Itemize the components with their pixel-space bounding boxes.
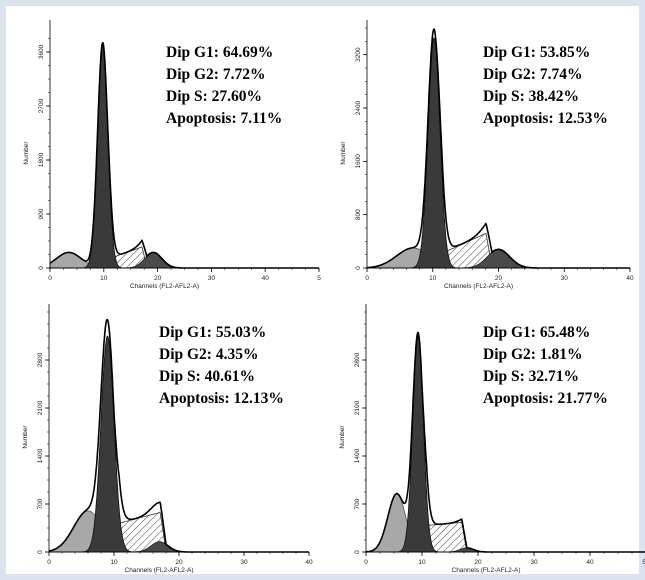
histogram-panel-2: 0 10 20 30 40 0 800 1600 2400 3200 Channels (FL2-A… [323,6,639,290]
y-axis-title: Number [340,141,347,165]
x-tick-label: 20 [154,275,162,282]
x-tick-label: 10 [100,275,108,282]
y-tick-label: 0 [355,266,362,270]
x-tick-label: 0 [365,275,369,282]
y-tick-label: 700 [354,498,361,509]
stat-s: Dip S: 38.42% [483,88,580,105]
stat-g2: Dip G2: 7.74% [483,66,583,83]
x-tick-label: 10 [429,275,437,282]
x-tick-label: 20 [175,559,183,566]
stats-box: Dip G1: 64.69% Dip G2: 7.72% Dip S: 27.6… [166,42,282,130]
figure: 0 10 20 30 40 5 0 900 1800 2700 3600 Channels (FL2-… [6,6,645,574]
x-axis-title: Channels (FL2-AFL2-A) [125,567,194,574]
stat-apoptosis: Apoptosis: 12.53% [483,110,608,127]
y-tick-label: 700 [37,498,44,509]
stats-box: Dip G1: 55.03% Dip G2: 4.35% Dip S: 40.6… [159,322,284,410]
stat-g1: Dip G1: 65.48% [483,324,591,341]
y-tick-label: 900 [38,208,45,219]
y-tick-label: 2800 [354,352,361,367]
histogram-plot-4: 0 10 20 30 40 50 0 700 1400 2100 2800 Channels (FL2… [339,304,645,574]
y-tick-label: 1800 [38,152,45,167]
x-tick-label: 40 [626,275,634,282]
x-tick-label: 10 [110,559,118,566]
x-tick-label: 30 [530,559,538,566]
y-tick-label: 0 [354,550,361,554]
stats-box: Dip G1: 65.48% Dip G2: 1.81% Dip S: 32.7… [483,322,608,410]
histogram-plot-3: 0 10 20 30 40 0 700 1400 2100 2800 Channels (FL2-A… [22,304,313,574]
x-tick-label: 10 [418,559,426,566]
x-tick-label: 0 [48,275,52,282]
stat-s: Dip S: 32.71% [483,368,580,385]
x-tick-label: 0 [364,559,368,566]
stat-g2: Dip G2: 4.35% [159,346,259,363]
x-tick-label: 40 [305,559,313,566]
stat-g1: Dip G1: 55.03% [159,324,267,341]
x-tick-label: 30 [240,559,248,566]
stat-g1: Dip G1: 64.69% [166,44,274,61]
stat-apoptosis: Apoptosis: 21.77% [483,390,608,407]
y-tick-label: 2400 [355,100,362,115]
stat-s: Dip S: 40.61% [159,368,256,385]
y-tick-label: 3200 [355,47,362,62]
y-tick-label: 0 [37,550,44,554]
x-axis-title: Channels (FL2-AFL2-A) [444,283,513,290]
y-tick-label: 2800 [37,352,44,367]
y-axis-title: Number [339,425,346,449]
y-tick-label: 3600 [38,44,45,59]
y-tick-label: 2700 [38,98,45,113]
x-tick-label: 0 [47,559,51,566]
x-tick-label: 5 [317,275,321,282]
y-tick-label: 0 [38,266,45,270]
stat-g1: Dip G1: 53.85% [483,44,591,61]
y-tick-label: 2100 [37,400,44,415]
y-tick-label: 2100 [354,400,361,415]
x-tick-label: 50 [642,559,645,566]
apoptosis-area [48,510,309,553]
x-axis-title: Channels (FL2-AFL2-A) [130,283,199,290]
y-tick-label: 1400 [354,448,361,463]
y-axis-title: Number [23,141,30,165]
y-tick-label: 1400 [37,448,44,463]
histogram-plot-2: 0 10 20 30 40 0 800 1600 2400 3200 Channels (FL2-A… [340,20,634,290]
y-tick-label: 1600 [355,154,362,169]
histogram-panel-3: 0 10 20 30 40 0 700 1400 2100 2800 Channels (FL2-A… [6,290,322,574]
x-axis-title: Channels (FL2-AFL2-A) [452,567,521,574]
x-tick-label: 20 [474,559,482,566]
x-tick-label: 40 [262,275,270,282]
stats-box: Dip G1: 53.85% Dip G2: 7.74% Dip S: 38.4… [483,42,608,130]
y-axis-title: Number [22,425,29,449]
stat-apoptosis: Apoptosis: 12.13% [159,390,284,407]
stat-g2: Dip G2: 7.72% [166,66,266,83]
y-tick-label: 800 [355,209,362,220]
x-tick-label: 20 [495,275,503,282]
x-tick-label: 30 [561,275,569,282]
x-tick-label: 30 [208,275,216,282]
stat-g2: Dip G2: 1.81% [483,346,583,363]
stat-apoptosis: Apoptosis: 7.11% [166,110,283,127]
histogram-panel-4: 0 10 20 30 40 50 0 700 1400 2100 2800 Channels (FL2… [323,290,645,574]
histogram-panel-1: 0 10 20 30 40 5 0 900 1800 2700 3600 Channels (FL2-… [6,6,322,290]
stat-s: Dip S: 27.60% [166,88,263,105]
x-tick-label: 40 [586,559,594,566]
